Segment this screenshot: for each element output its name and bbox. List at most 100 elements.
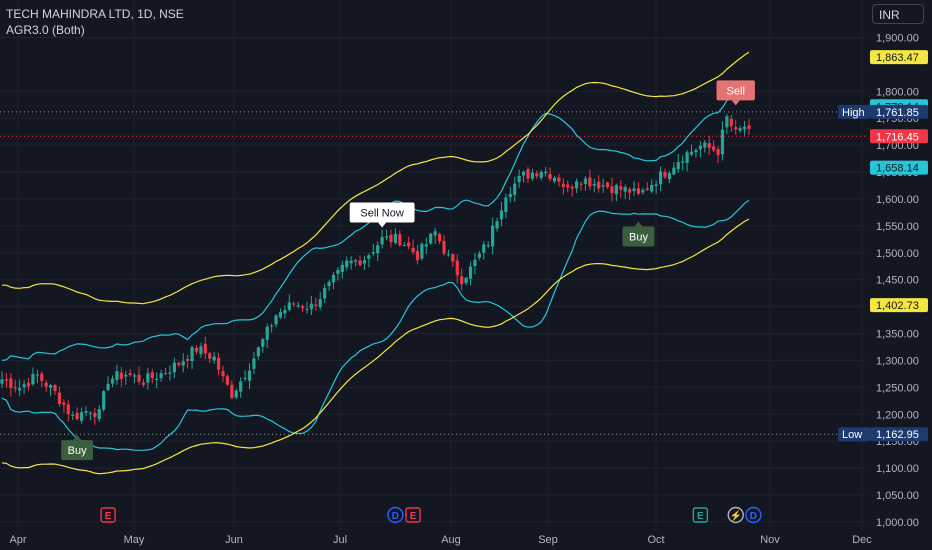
candle-body <box>552 177 557 182</box>
candle-body <box>548 173 552 180</box>
price-tag-label: 1,402.73 <box>876 300 919 312</box>
candle-body <box>274 315 278 325</box>
candle-body <box>305 309 309 311</box>
candle-body <box>124 374 128 377</box>
candle-body <box>676 162 680 170</box>
y-tick-label: 1,800.00 <box>876 86 919 98</box>
candle-body <box>186 358 190 361</box>
candle-body <box>79 412 84 421</box>
candle-body <box>663 172 667 177</box>
candle-body <box>75 412 79 419</box>
candle-body <box>133 375 137 377</box>
candle-body <box>97 409 101 420</box>
y-tick-label: 1,550.00 <box>876 221 919 233</box>
candle-body <box>163 373 168 375</box>
candle-body <box>544 171 548 174</box>
candle-body <box>393 233 397 243</box>
candle-body <box>720 129 725 155</box>
candle-body <box>654 184 658 187</box>
price-tag-prefix-bg <box>838 104 870 119</box>
candle-body <box>26 382 31 387</box>
candle-body <box>212 356 216 361</box>
candle-body <box>415 250 420 261</box>
candle-body <box>650 185 654 192</box>
candle-body <box>199 346 203 355</box>
candle-body <box>181 361 185 366</box>
price-tag-prefix-bg <box>838 427 870 442</box>
candle-body <box>539 171 543 179</box>
y-tick-label: 1,000.00 <box>876 517 919 529</box>
candle-body <box>407 242 411 247</box>
event-badge <box>745 506 762 524</box>
candle-body <box>9 378 13 388</box>
candle-body <box>389 234 393 243</box>
signal-pointer <box>634 221 643 227</box>
candle-body <box>614 185 618 195</box>
candle-body <box>331 274 336 283</box>
candle-body <box>13 387 17 389</box>
event-markers: E D E E ⚡ D <box>100 506 762 524</box>
y-tick-label: 1,250.00 <box>876 382 919 394</box>
candle-body <box>88 412 92 414</box>
candle-body <box>451 254 455 262</box>
candle-body <box>429 233 433 244</box>
candle-body <box>141 382 146 385</box>
event-badge <box>387 506 404 524</box>
candle-body <box>354 260 358 262</box>
candle-body <box>4 379 9 381</box>
candle-body <box>190 347 194 362</box>
candle-body <box>22 384 26 388</box>
event-dividend-glyph: D <box>392 511 399 522</box>
candle-body <box>464 277 468 284</box>
candle-body <box>561 183 565 188</box>
indicator-name[interactable]: AGR3.0 (Both) <box>6 23 85 37</box>
lower-envelope-line <box>1 218 750 475</box>
candle-body <box>155 378 159 381</box>
candle-body <box>420 243 424 259</box>
candle-body <box>345 260 349 268</box>
candle-body <box>579 183 583 185</box>
candle-body <box>495 221 499 229</box>
candle-body <box>605 182 610 188</box>
currency-selector[interactable]: INR <box>872 4 924 24</box>
candle-body <box>256 347 260 357</box>
candle-body <box>84 411 88 413</box>
x-tick-label: Apr <box>9 534 26 546</box>
price-tag-label: 1,716.45 <box>876 131 919 143</box>
candle-body <box>460 276 464 285</box>
candle-body <box>424 244 428 247</box>
candle-body <box>278 312 283 318</box>
candle-body <box>230 384 234 399</box>
candle-body <box>349 260 353 264</box>
candle-body <box>667 173 672 180</box>
signal-box <box>716 80 755 101</box>
candle-body <box>712 146 716 151</box>
x-tick-label: Jul <box>333 534 347 546</box>
candle-body <box>601 185 605 187</box>
candle-body <box>658 171 663 185</box>
candle-body <box>243 377 247 379</box>
y-tick-label: 1,050.00 <box>876 490 919 502</box>
candle-body <box>734 127 738 130</box>
time-axis[interactable]: Apr May Jun Jul Aug Sep Oct Nov Dec <box>9 534 872 546</box>
candle-body <box>482 244 486 253</box>
candle-body <box>446 254 451 256</box>
candle-body <box>93 412 97 417</box>
candle-body <box>575 181 579 189</box>
candle-body <box>318 299 322 308</box>
candle-body <box>336 269 340 274</box>
candle-body <box>208 353 212 359</box>
candle-body <box>71 414 75 416</box>
upper-envelope-line <box>2 51 750 305</box>
candle-body <box>517 176 521 182</box>
candle-body <box>62 402 66 405</box>
candle-body <box>261 339 265 347</box>
candle-body <box>216 357 221 370</box>
symbol-title[interactable]: TECH MAHINDRA LTD, 1D, NSE <box>6 7 184 21</box>
price-tag-prefix: High <box>842 107 865 119</box>
candle-body <box>358 260 362 266</box>
event-split-glyph: ⚡ <box>729 509 741 522</box>
candle-body <box>66 404 70 415</box>
candle-body <box>508 193 512 198</box>
